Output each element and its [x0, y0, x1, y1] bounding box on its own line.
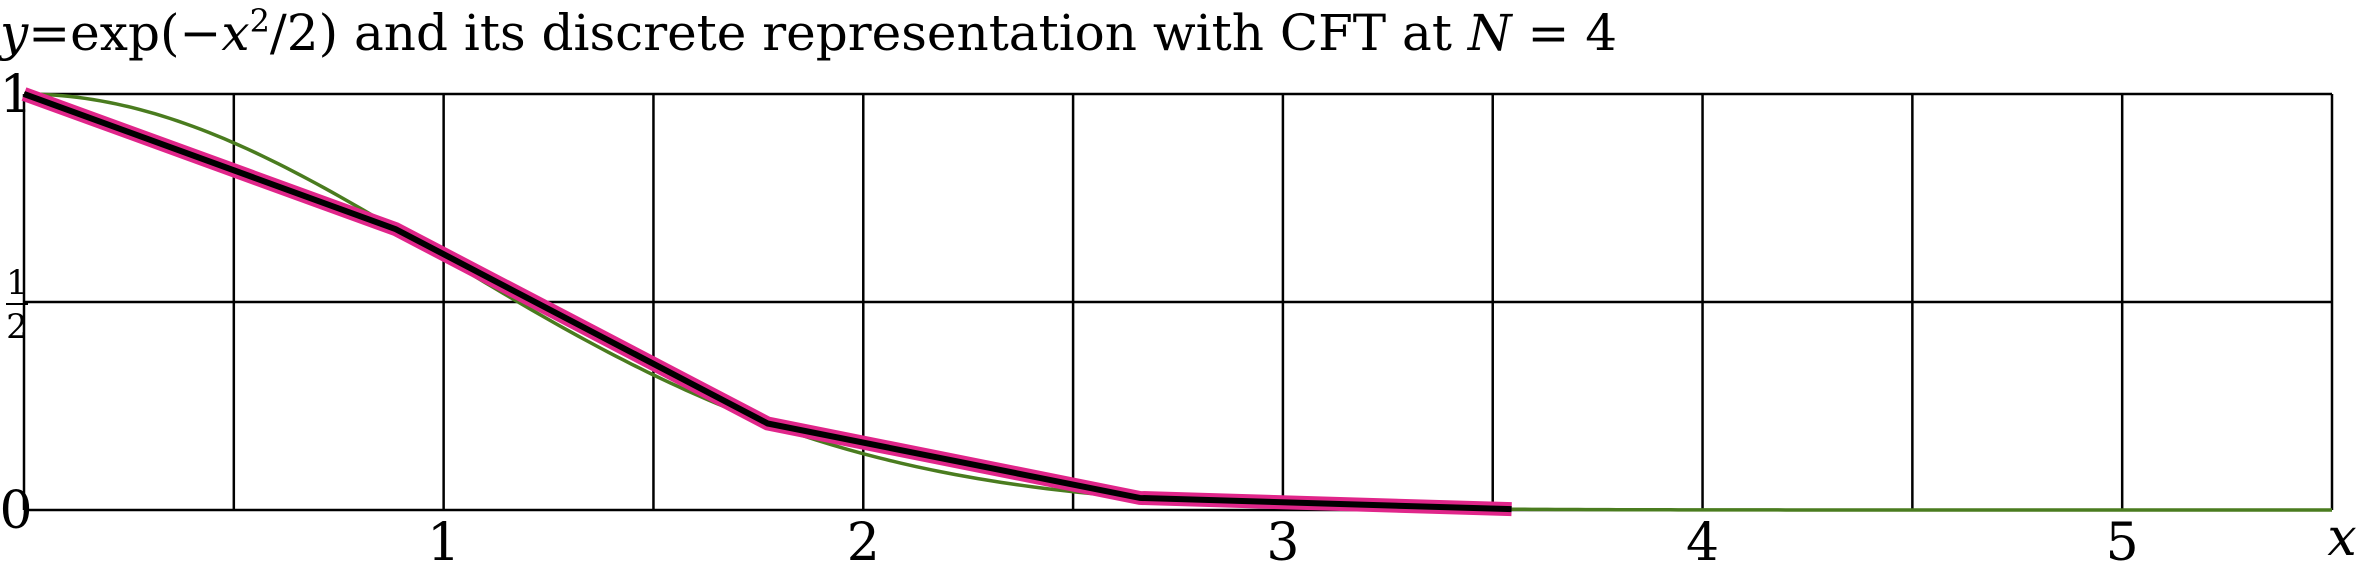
x-tick-label: 5	[2106, 513, 2139, 564]
title-exponent: 2	[250, 2, 270, 40]
y-tick-label: 0	[0, 481, 33, 541]
title-y-symbol: y	[0, 4, 29, 62]
x-tick-label: 4	[1686, 513, 1719, 564]
title-equals: =	[28, 4, 70, 62]
x-tick-label: 1	[427, 513, 460, 564]
grid	[22, 92, 2334, 512]
y-tick-label: 1	[0, 65, 33, 125]
chart-title: y=exp(−x2/2) and its discrete representa…	[0, 2, 1617, 62]
x-axis-label: x	[2327, 508, 2356, 564]
title-x-symbol: x	[221, 4, 249, 62]
title-exp-suffix: /2) and its discrete representation with…	[270, 4, 1468, 62]
x-tick-label: 3	[1266, 513, 1299, 564]
y-tick-denominator: 2	[6, 307, 28, 347]
y-tick-numerator: 1	[6, 263, 28, 303]
plot-area	[21, 87, 2332, 517]
title-exp-prefix: exp(−	[70, 4, 221, 62]
x-tick-label: 2	[847, 513, 880, 564]
title-n-symbol: N	[1467, 4, 1514, 62]
title-n-equals: =	[1512, 4, 1586, 62]
title-n-value: 4	[1585, 4, 1617, 62]
